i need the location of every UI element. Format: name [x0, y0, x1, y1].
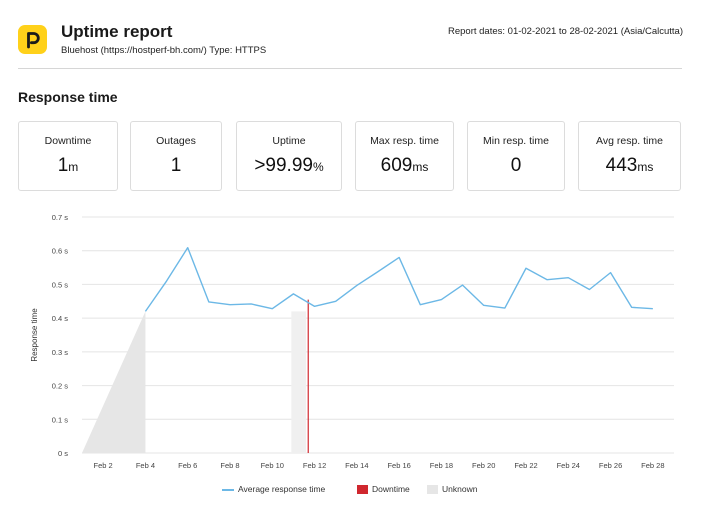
stat-number: 609 [380, 155, 413, 176]
bluehost-p-logo-icon [27, 32, 40, 49]
stat-card-uptime: Uptime >99.99% [236, 121, 342, 191]
stat-number: 1 [57, 155, 69, 176]
stat-value: 0 [468, 155, 564, 177]
y-tick-label: 0.2 s [52, 382, 69, 391]
stat-card-outages: Outages 1 [130, 121, 222, 191]
x-tick-label: Feb 12 [303, 461, 326, 470]
stat-value: 1m [19, 155, 117, 177]
legend-label: Unknown [442, 484, 478, 494]
stat-card-avg-resp-time: Avg resp. time 443ms [578, 121, 681, 191]
x-tick-label: Feb 24 [557, 461, 580, 470]
stat-number: 0 [510, 155, 522, 176]
y-tick-label: 0.4 s [52, 314, 69, 323]
stat-unit: ms [637, 160, 654, 174]
x-tick-label: Feb 20 [472, 461, 495, 470]
y-tick-label: 0.3 s [52, 348, 69, 357]
stat-unit: ms [412, 160, 429, 174]
stat-label: Uptime [272, 135, 306, 147]
stat-value: 609ms [356, 155, 453, 177]
unknown-region [291, 311, 307, 453]
response-time-chart: 0 s 0.1 s 0.2 s 0.3 s 0.4 s 0.5 s 0.6 s 0.7 s Fe… [30, 213, 674, 470]
stat-value: 443ms [579, 155, 680, 177]
stat-label: Downtime [44, 135, 92, 147]
report-subtitle: Bluehost (https://hostperf-bh.com/) Type… [61, 45, 267, 56]
x-tick-label: Feb 14 [345, 461, 368, 470]
y-tick-label: 0.1 s [52, 415, 69, 424]
x-tick-label: Feb 22 [514, 461, 537, 470]
x-tick-label: Feb 18 [430, 461, 453, 470]
stat-value: >99.99% [237, 155, 341, 177]
legend-unknown-swatch [427, 485, 438, 495]
legend-downtime-swatch [357, 485, 368, 495]
x-tick-label: Feb 26 [599, 461, 622, 470]
y-tick-label: 0.6 s [52, 247, 69, 256]
report-dates: Report dates: 01-02-2021 to 28-02-2021 (… [448, 26, 683, 37]
stat-card-max-resp-time: Max resp. time 609ms [355, 121, 454, 191]
stat-unit: m [68, 160, 79, 174]
x-tick-label: Feb 8 [220, 461, 239, 470]
legend-label: Average response time [238, 484, 326, 494]
stat-label: Avg resp. time [596, 135, 663, 147]
stat-card-downtime: Downtime 1m [18, 121, 118, 191]
y-axis-title: Response time [30, 308, 39, 362]
stat-label: Max resp. time [370, 135, 439, 147]
stat-value: 1 [131, 155, 221, 177]
legend-label: Downtime [372, 484, 410, 494]
legend-line-swatch [222, 489, 234, 491]
x-tick-label: Feb 2 [94, 461, 113, 470]
stat-unit: % [312, 160, 324, 174]
stat-label: Outages [156, 135, 196, 147]
y-tick-label: 0.7 s [52, 213, 69, 222]
stat-number: >99.99 [254, 155, 313, 176]
y-tick-label: 0.5 s [52, 280, 69, 289]
stat-card-min-resp-time: Min resp. time 0 [467, 121, 565, 191]
legend-average-response-time[interactable]: Average response time [222, 484, 325, 494]
x-tick-label: Feb 16 [387, 461, 410, 470]
x-tick-label: Feb 4 [136, 461, 155, 470]
series-line-average-response-time [144, 246, 653, 312]
legend-downtime[interactable]: Downtime [357, 484, 410, 495]
bluehost-logo [18, 25, 47, 54]
x-tick-label: Feb 28 [641, 461, 664, 470]
stat-number: 1 [170, 155, 182, 176]
x-tick-label: Feb 6 [178, 461, 197, 470]
section-title: Response time [18, 89, 118, 105]
report-title: Uptime report [61, 22, 173, 41]
y-tick-label: 0 s [58, 449, 68, 458]
stat-number: 443 [605, 155, 638, 176]
legend-unknown[interactable]: Unknown [427, 484, 478, 495]
unknown-region [82, 311, 146, 453]
stat-label: Min resp. time [483, 135, 549, 147]
x-tick-label: Feb 10 [261, 461, 284, 470]
header-divider [18, 68, 682, 69]
